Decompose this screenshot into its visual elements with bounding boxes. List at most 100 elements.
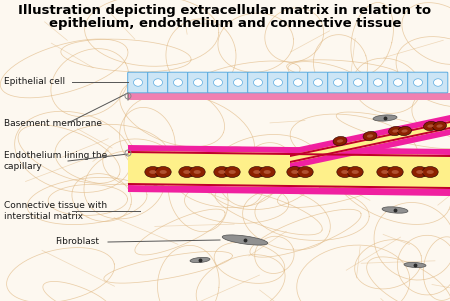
Ellipse shape: [379, 170, 392, 177]
Ellipse shape: [147, 170, 161, 177]
Polygon shape: [290, 129, 450, 169]
Ellipse shape: [179, 166, 195, 178]
Ellipse shape: [158, 170, 171, 177]
Ellipse shape: [293, 79, 302, 86]
Ellipse shape: [253, 79, 262, 86]
FancyBboxPatch shape: [228, 72, 248, 93]
Ellipse shape: [251, 170, 265, 177]
Ellipse shape: [213, 79, 222, 86]
Text: Endothelium lining the
capillary: Endothelium lining the capillary: [4, 151, 107, 171]
Ellipse shape: [423, 121, 437, 131]
Ellipse shape: [264, 170, 271, 174]
Ellipse shape: [414, 170, 427, 177]
Ellipse shape: [194, 79, 202, 86]
Ellipse shape: [365, 134, 377, 141]
Text: Connective tissue with
interstitial matrix: Connective tissue with interstitial matr…: [4, 201, 107, 221]
Ellipse shape: [391, 129, 402, 136]
Ellipse shape: [145, 166, 161, 178]
FancyBboxPatch shape: [288, 72, 308, 93]
Polygon shape: [290, 115, 450, 155]
Ellipse shape: [414, 79, 423, 86]
FancyBboxPatch shape: [148, 72, 168, 93]
Ellipse shape: [253, 170, 261, 174]
Ellipse shape: [398, 126, 411, 135]
Ellipse shape: [319, 181, 351, 189]
Ellipse shape: [400, 129, 411, 136]
Ellipse shape: [289, 170, 302, 177]
Ellipse shape: [333, 79, 342, 86]
FancyBboxPatch shape: [268, 72, 288, 93]
Ellipse shape: [309, 80, 331, 86]
FancyBboxPatch shape: [388, 72, 408, 93]
Ellipse shape: [382, 207, 408, 213]
Ellipse shape: [189, 166, 205, 178]
Ellipse shape: [144, 181, 166, 189]
FancyBboxPatch shape: [168, 72, 188, 93]
Ellipse shape: [392, 170, 399, 174]
FancyBboxPatch shape: [308, 72, 328, 93]
Polygon shape: [128, 151, 450, 189]
Ellipse shape: [392, 129, 399, 133]
Ellipse shape: [229, 170, 236, 174]
Ellipse shape: [381, 170, 388, 174]
Ellipse shape: [388, 126, 402, 135]
Ellipse shape: [218, 170, 225, 174]
Ellipse shape: [261, 170, 275, 177]
Ellipse shape: [259, 166, 275, 178]
Ellipse shape: [435, 124, 446, 131]
Ellipse shape: [412, 166, 428, 178]
Ellipse shape: [181, 170, 194, 177]
Polygon shape: [290, 127, 450, 163]
Ellipse shape: [234, 79, 243, 86]
Ellipse shape: [174, 79, 183, 86]
Ellipse shape: [422, 166, 438, 178]
FancyBboxPatch shape: [348, 72, 368, 93]
Ellipse shape: [339, 170, 353, 177]
Ellipse shape: [297, 166, 313, 178]
Ellipse shape: [436, 124, 443, 128]
Ellipse shape: [354, 79, 363, 86]
Ellipse shape: [222, 235, 268, 245]
Ellipse shape: [351, 170, 359, 174]
Ellipse shape: [226, 170, 240, 177]
Ellipse shape: [432, 121, 446, 131]
Ellipse shape: [216, 170, 230, 177]
Ellipse shape: [427, 170, 434, 174]
Ellipse shape: [347, 166, 363, 178]
Text: epithelium, endothelium and connective tissue: epithelium, endothelium and connective t…: [49, 17, 401, 30]
Ellipse shape: [287, 166, 303, 178]
FancyBboxPatch shape: [408, 72, 428, 93]
Ellipse shape: [433, 79, 442, 86]
Ellipse shape: [337, 139, 343, 143]
Ellipse shape: [190, 257, 210, 263]
Polygon shape: [128, 185, 450, 196]
Ellipse shape: [374, 79, 382, 86]
FancyBboxPatch shape: [188, 72, 208, 93]
Ellipse shape: [337, 166, 353, 178]
FancyBboxPatch shape: [428, 72, 448, 93]
Ellipse shape: [373, 115, 397, 121]
Text: Fibroblast: Fibroblast: [55, 237, 99, 247]
Ellipse shape: [363, 132, 377, 141]
Ellipse shape: [134, 79, 143, 86]
Ellipse shape: [302, 170, 309, 174]
Ellipse shape: [401, 129, 408, 133]
Ellipse shape: [153, 79, 162, 86]
Ellipse shape: [349, 170, 363, 177]
Ellipse shape: [377, 166, 393, 178]
Ellipse shape: [428, 124, 434, 128]
Text: Basement membrane: Basement membrane: [4, 119, 102, 128]
Ellipse shape: [274, 79, 283, 86]
Ellipse shape: [335, 139, 347, 146]
Ellipse shape: [389, 170, 403, 177]
Polygon shape: [290, 121, 450, 163]
Ellipse shape: [387, 166, 403, 178]
Ellipse shape: [183, 170, 190, 174]
FancyBboxPatch shape: [128, 72, 148, 93]
Ellipse shape: [224, 166, 240, 178]
Ellipse shape: [333, 136, 347, 146]
Polygon shape: [290, 121, 450, 157]
Polygon shape: [128, 145, 450, 155]
FancyBboxPatch shape: [368, 72, 388, 93]
Text: Epithelial cell: Epithelial cell: [4, 77, 65, 86]
